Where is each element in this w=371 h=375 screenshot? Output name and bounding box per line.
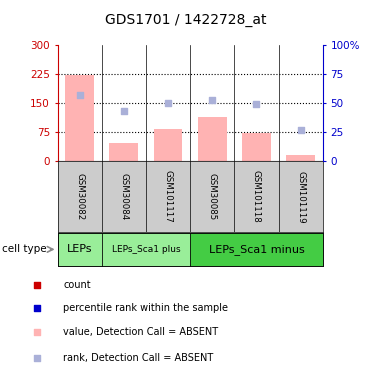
Bar: [109, 143, 138, 161]
Text: GSM30085: GSM30085: [208, 173, 217, 220]
Text: GSM101117: GSM101117: [164, 171, 173, 223]
Point: [253, 101, 259, 107]
Text: GSM101118: GSM101118: [252, 171, 261, 223]
Text: GSM30084: GSM30084: [119, 173, 128, 220]
Point: [34, 355, 40, 361]
Bar: [58, 232, 102, 266]
Point: [77, 92, 83, 98]
Bar: [102, 232, 190, 266]
Bar: [190, 232, 323, 266]
Text: GSM30082: GSM30082: [75, 173, 84, 220]
Text: LEPs_Sca1 plus: LEPs_Sca1 plus: [112, 245, 180, 254]
Text: GDS1701 / 1422728_at: GDS1701 / 1422728_at: [105, 13, 266, 27]
Bar: [65, 75, 94, 161]
Bar: [286, 154, 315, 161]
Bar: [242, 133, 271, 161]
Point: [165, 100, 171, 106]
Text: GSM101119: GSM101119: [296, 171, 305, 223]
Text: percentile rank within the sample: percentile rank within the sample: [63, 303, 228, 313]
Point: [209, 97, 215, 103]
Point: [34, 305, 40, 311]
Bar: [154, 129, 183, 161]
Text: cell type: cell type: [2, 244, 46, 254]
Point: [121, 108, 127, 114]
Point: [34, 329, 40, 335]
Bar: [198, 117, 227, 161]
Point: [34, 282, 40, 288]
Text: LEPs_Sca1 minus: LEPs_Sca1 minus: [209, 244, 304, 255]
Text: value, Detection Call = ABSENT: value, Detection Call = ABSENT: [63, 327, 218, 338]
Text: LEPs: LEPs: [67, 244, 92, 254]
Point: [298, 127, 303, 133]
Text: rank, Detection Call = ABSENT: rank, Detection Call = ABSENT: [63, 352, 213, 363]
Text: count: count: [63, 280, 91, 290]
